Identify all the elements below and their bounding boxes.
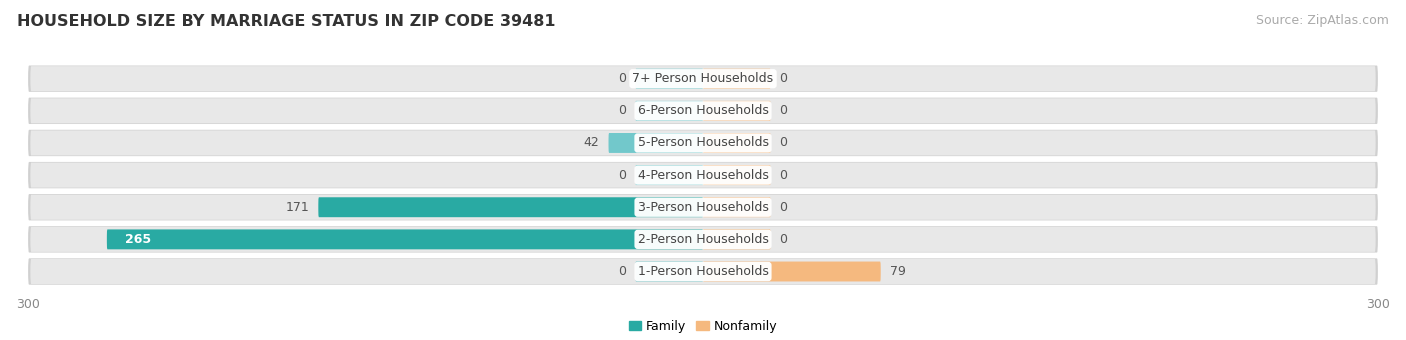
Text: 0: 0 [619, 169, 627, 182]
Legend: Family, Nonfamily: Family, Nonfamily [624, 315, 782, 338]
Text: 0: 0 [779, 104, 787, 117]
Text: 265: 265 [125, 233, 150, 246]
FancyBboxPatch shape [31, 163, 1375, 188]
Text: 0: 0 [619, 104, 627, 117]
FancyBboxPatch shape [31, 259, 1375, 284]
Text: 7+ Person Households: 7+ Person Households [633, 72, 773, 85]
Text: 2-Person Households: 2-Person Households [637, 233, 769, 246]
FancyBboxPatch shape [636, 69, 703, 89]
Text: 0: 0 [779, 233, 787, 246]
FancyBboxPatch shape [318, 197, 703, 217]
FancyBboxPatch shape [636, 101, 703, 121]
FancyBboxPatch shape [703, 197, 770, 217]
FancyBboxPatch shape [703, 101, 770, 121]
FancyBboxPatch shape [703, 165, 770, 185]
FancyBboxPatch shape [107, 230, 703, 249]
Text: 6-Person Households: 6-Person Households [637, 104, 769, 117]
Text: 0: 0 [619, 265, 627, 278]
FancyBboxPatch shape [28, 130, 1378, 156]
FancyBboxPatch shape [28, 258, 1378, 285]
Text: 1-Person Households: 1-Person Households [637, 265, 769, 278]
Text: 0: 0 [619, 72, 627, 85]
FancyBboxPatch shape [703, 69, 770, 89]
Text: 42: 42 [583, 136, 599, 150]
FancyBboxPatch shape [703, 261, 880, 282]
Text: 4-Person Households: 4-Person Households [637, 169, 769, 182]
FancyBboxPatch shape [28, 162, 1378, 188]
FancyBboxPatch shape [31, 66, 1375, 91]
FancyBboxPatch shape [31, 98, 1375, 123]
Text: 79: 79 [890, 265, 905, 278]
FancyBboxPatch shape [31, 131, 1375, 155]
FancyBboxPatch shape [31, 195, 1375, 220]
Text: 5-Person Households: 5-Person Households [637, 136, 769, 150]
FancyBboxPatch shape [703, 133, 770, 153]
Text: 0: 0 [779, 72, 787, 85]
FancyBboxPatch shape [28, 194, 1378, 220]
FancyBboxPatch shape [636, 261, 703, 282]
FancyBboxPatch shape [703, 230, 770, 249]
FancyBboxPatch shape [636, 165, 703, 185]
Text: HOUSEHOLD SIZE BY MARRIAGE STATUS IN ZIP CODE 39481: HOUSEHOLD SIZE BY MARRIAGE STATUS IN ZIP… [17, 14, 555, 29]
Text: 3-Person Households: 3-Person Households [637, 201, 769, 214]
Text: 0: 0 [779, 169, 787, 182]
Text: 0: 0 [779, 136, 787, 150]
FancyBboxPatch shape [28, 66, 1378, 92]
Text: Source: ZipAtlas.com: Source: ZipAtlas.com [1256, 14, 1389, 27]
FancyBboxPatch shape [609, 133, 703, 153]
FancyBboxPatch shape [28, 98, 1378, 124]
FancyBboxPatch shape [31, 227, 1375, 252]
Text: 0: 0 [779, 201, 787, 214]
FancyBboxPatch shape [28, 226, 1378, 253]
Text: 171: 171 [285, 201, 309, 214]
